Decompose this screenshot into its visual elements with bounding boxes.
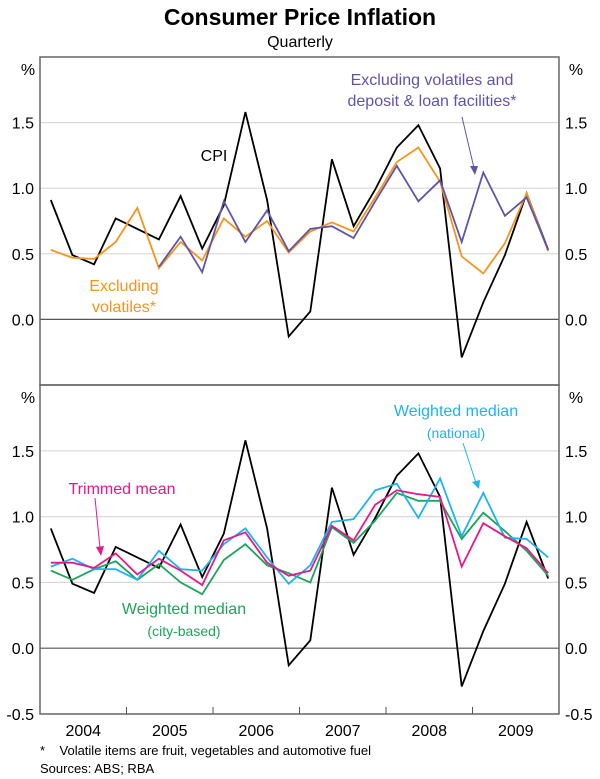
series-line-excluding-volatiles-and-deposit-loan-facilities bbox=[158, 164, 550, 275]
annotation-weighted-median-national-line2: (national) bbox=[427, 425, 485, 441]
annotation-excluding-volatiles-line2: volatiles* bbox=[92, 299, 156, 316]
chart-title: Consumer Price Inflation bbox=[164, 4, 436, 30]
y-tick-label-right: 1.5 bbox=[565, 116, 587, 133]
y-tick-label-left: 1.0 bbox=[12, 181, 34, 198]
y-tick-label-left: 0.5 bbox=[12, 575, 34, 592]
y-tick-label-left: 0.0 bbox=[12, 312, 34, 329]
annotation-weighted-median-city-line2: (city-based) bbox=[147, 623, 220, 639]
arrow-weighted-median-national bbox=[462, 442, 480, 489]
x-tick-label: 2006 bbox=[238, 723, 274, 740]
x-tick-label: 2008 bbox=[411, 723, 447, 740]
y-tick-label-right: 1.0 bbox=[565, 181, 587, 198]
series-line-excluding-volatiles bbox=[50, 146, 550, 275]
unit-label-left: % bbox=[21, 62, 35, 79]
series-line-weighted-median-city-based bbox=[50, 491, 549, 596]
y-tick-label-right: -0.5 bbox=[565, 707, 593, 724]
annotation-weighted-median-national-line1: Weighted median bbox=[394, 403, 518, 420]
annotation-excl-deposit-line1: Excluding volatiles and bbox=[351, 72, 514, 89]
y-tick-label-left: 0.5 bbox=[12, 247, 34, 264]
panel-top: 1.5 1.5 1.0 1.0 0.5 0.5 0.0 0.0%% bbox=[12, 56, 587, 386]
footnote-sources: Sources: ABS; RBA bbox=[40, 761, 154, 776]
x-tick-label: 2005 bbox=[152, 723, 188, 740]
y-tick-label-left: 1.0 bbox=[12, 510, 34, 527]
series-line-cpi bbox=[49, 111, 550, 358]
y-tick-label-right: 1.0 bbox=[565, 510, 587, 527]
chart-subtitle: Quarterly bbox=[267, 34, 333, 51]
series-line-cpi bbox=[49, 440, 550, 687]
series-line-weighted-median-national bbox=[50, 476, 549, 585]
unit-label-left: % bbox=[21, 390, 35, 407]
y-tick-label-right: 1.5 bbox=[565, 444, 587, 461]
unit-label-right: % bbox=[569, 62, 583, 79]
y-tick-label-right: 0.5 bbox=[565, 247, 587, 264]
y-tick-label-right: 0.5 bbox=[565, 575, 587, 592]
annotation-trimmed-mean: Trimmed mean bbox=[69, 481, 176, 498]
y-tick-label-left: -0.5 bbox=[6, 707, 34, 724]
unit-label-right: % bbox=[569, 390, 583, 407]
x-tick-label: 2009 bbox=[498, 723, 534, 740]
series-line-trimmed-mean bbox=[50, 489, 549, 587]
y-tick-label-left: 1.5 bbox=[12, 444, 34, 461]
y-tick-label-left: 1.5 bbox=[12, 116, 34, 133]
annotation-excluding-volatiles-line1: Excluding bbox=[89, 278, 158, 295]
arrow-excl-deposit bbox=[461, 116, 478, 175]
footnote-volatile: * Volatile items are fruit, vegetables a… bbox=[40, 743, 371, 758]
y-tick-label-right: 0.0 bbox=[565, 312, 587, 329]
x-tick-label: 2007 bbox=[325, 723, 361, 740]
annotation-cpi: CPI bbox=[201, 148, 228, 165]
annotation-weighted-median-city-line1: Weighted median bbox=[122, 601, 246, 618]
y-tick-label-left: 0.0 bbox=[12, 641, 34, 658]
annotation-excl-deposit-line2: deposit & loan facilities* bbox=[348, 93, 517, 110]
y-tick-label-right: 0.0 bbox=[565, 641, 587, 658]
arrow-trimmed-mean bbox=[94, 497, 104, 556]
x-tick-label: 2004 bbox=[65, 723, 101, 740]
panel-bottom: 1.5 1.5 1.0 1.0 0.5 0.5 0.0 0.0 -0.5 -0.5%% bbox=[6, 384, 593, 724]
